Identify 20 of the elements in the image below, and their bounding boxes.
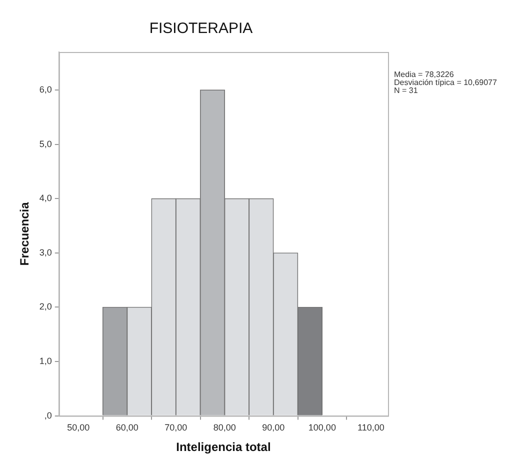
x-tick-label: 80,00: [213, 422, 236, 433]
y-axis-title: Frecuencia: [18, 202, 32, 266]
y-tick-label: 2,0: [39, 302, 52, 312]
y-tick-label: 3,0: [39, 247, 52, 258]
text: Desviación típica = 10,69077: [394, 78, 498, 88]
x-tick-label: 100,00: [308, 422, 336, 433]
y-tick-label: ,0: [44, 410, 52, 420]
chart-title: FISIOTERAPIA: [149, 20, 253, 38]
x-tick-label: 60,00: [116, 422, 138, 433]
y-tick-label: 1,0: [39, 356, 52, 366]
x-axis-title: Inteligencia total: [176, 440, 271, 454]
x-tick-label: 90,00: [262, 422, 285, 433]
x-tick-label: 70,00: [164, 422, 188, 433]
text: Media = 78,3226: [394, 70, 454, 80]
y-tick-label: 6,0: [39, 84, 52, 94]
y-tick-label: 5,0: [39, 138, 52, 149]
y-tick-label: 4,0: [39, 193, 52, 204]
x-tick-label: 110,00: [358, 422, 384, 433]
x-tick-label: 50,00: [67, 422, 90, 433]
text: N = 31: [394, 86, 418, 96]
